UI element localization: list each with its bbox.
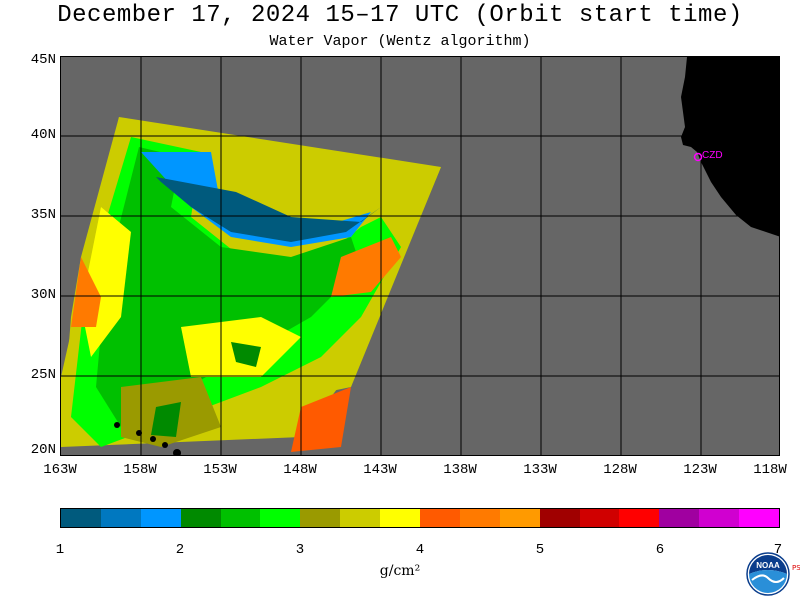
lat-label-35n: 35N [30,207,56,223]
lon-label-128w: 128W [603,462,637,478]
colorbar-swatch-1 [61,509,101,527]
colorbar-tick-2: 2 [175,542,185,558]
lat-label-25n: 25N [30,367,56,383]
lon-label-163w: 163W [43,462,77,478]
station-marker [693,152,703,162]
colorbar-tick-6: 6 [655,542,665,558]
colorbar-swatch-4 [180,509,221,527]
noaa-logo-text: NOAA [756,561,780,570]
colorbar-swatch-17 [699,509,740,527]
colorbar-unit-label: g/cm² [379,563,421,579]
lon-label-138w: 138W [443,462,477,478]
colorbar-tick-5: 5 [535,542,545,558]
colorbar-tick-1: 1 [55,542,65,558]
lat-label-45n: 45N [30,52,56,68]
colorbar-swatch-13 [539,509,580,527]
color-scale-bar [60,508,780,528]
colorbar-swatch-3 [140,509,181,527]
colorbar-swatch-11 [459,509,500,527]
map-svg: CZD [61,57,779,455]
lat-label-30n: 30N [30,287,56,303]
lon-label-118w: 118W [753,462,787,478]
colorbar-swatch-8 [340,509,381,527]
colorbar-tick-3: 3 [295,542,305,558]
swath [61,117,441,452]
lon-label-148w: 148W [283,462,317,478]
colorbar-tick-7: 7 [773,542,783,558]
grid-lines [61,57,779,455]
station-label: CZD [702,150,723,161]
noaa-logo-icon: NOAA [746,552,790,596]
colorbar-swatch-5 [220,509,261,527]
lat-label-40n: 40N [30,127,56,143]
colorbar-swatch-12 [499,509,540,527]
colorbar-swatch-10 [420,509,460,527]
colorbar-tick-4: 4 [415,542,425,558]
lon-label-158w: 158W [123,462,157,478]
map-subtitle: Water Vapor (Wentz algorithm) [269,33,531,50]
lon-label-133w: 133W [523,462,557,478]
colorbar-swatch-9 [380,509,421,527]
water-vapor-map: CZD [60,56,780,456]
colorbar-swatch-6 [260,509,301,527]
lon-label-123w: 123W [683,462,717,478]
north-america-land [681,57,779,237]
psl-logo-text: PSL [792,564,800,572]
lat-label-20n: 20N [30,442,56,458]
lon-label-153w: 153W [203,462,237,478]
colorbar-swatch-14 [579,509,620,527]
colorbar-swatch-16 [659,509,700,527]
map-title: December 17, 2024 15–17 UTC (Orbit start… [57,2,743,29]
colorbar-swatch-2 [100,509,141,527]
colorbar-swatch-7 [300,509,341,527]
colorbar-swatch-15 [619,509,660,527]
colorbar-swatch-18 [739,509,780,527]
lon-label-143w: 143W [363,462,397,478]
